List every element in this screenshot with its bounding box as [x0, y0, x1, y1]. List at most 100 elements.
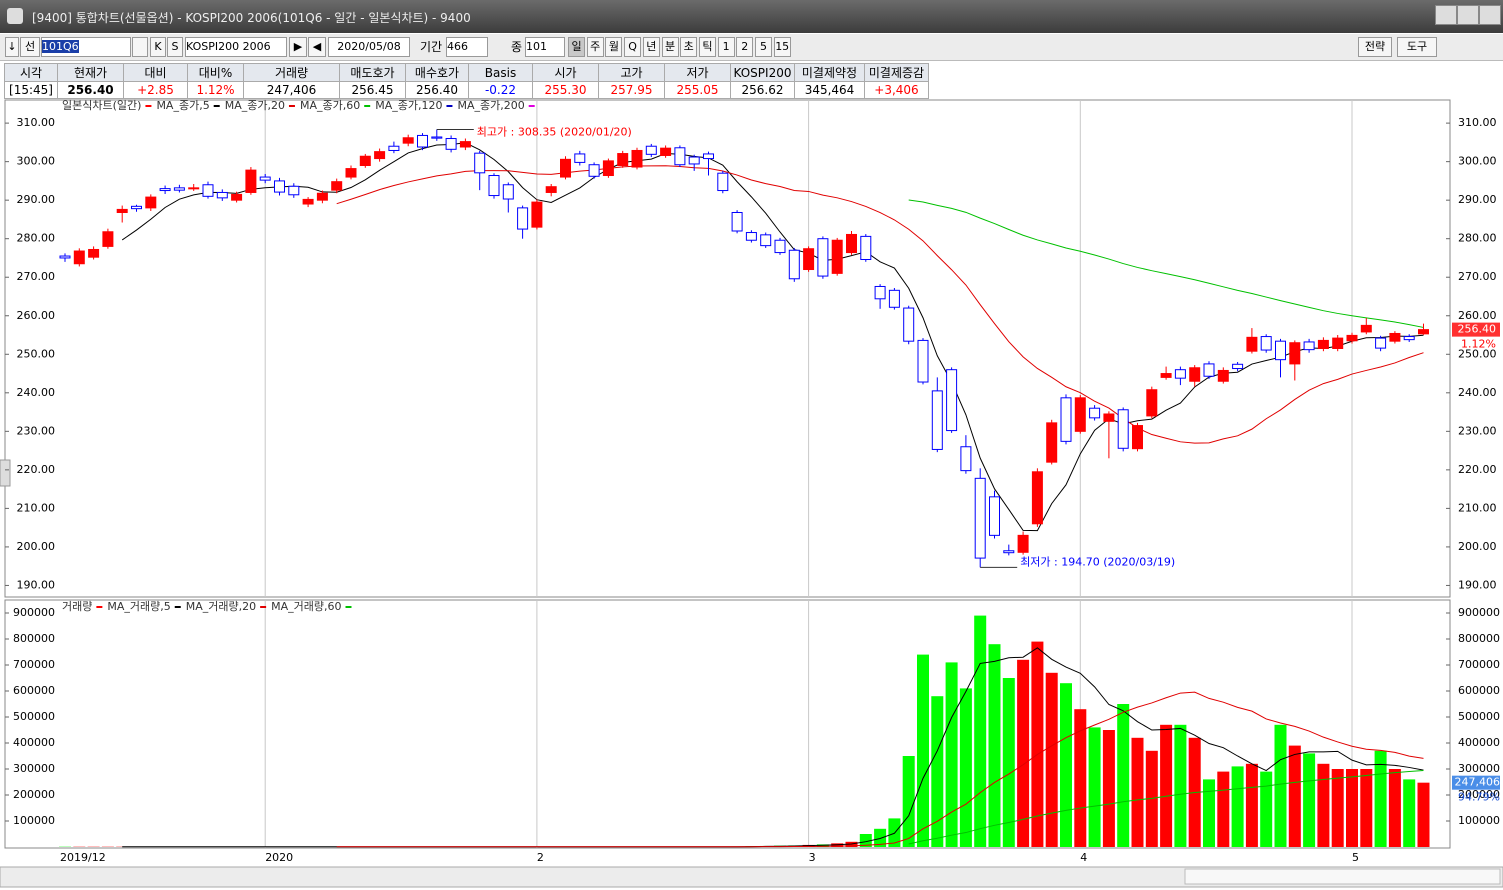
interval-button[interactable]: 년 [642, 37, 660, 57]
interval-button[interactable]: 2 [736, 37, 754, 57]
line-button[interactable]: 선 [20, 37, 40, 57]
candle-body [717, 172, 729, 192]
candle-body [688, 156, 700, 165]
minimize-button[interactable] [1435, 5, 1457, 25]
volume-bar [1017, 659, 1030, 847]
x-tick-label: 2019/12 [60, 851, 106, 864]
volume-bar [874, 828, 887, 847]
change-label: 1.12% [1461, 338, 1496, 351]
y-tick-label: 200000 [13, 788, 55, 801]
interval-button[interactable]: 초 [680, 37, 698, 57]
interval-button[interactable]: 분 [661, 37, 679, 57]
candle-body [931, 390, 943, 450]
date-input[interactable]: 2020/05/08 [328, 37, 410, 57]
strategy-button[interactable]: 전략 [1358, 37, 1392, 57]
volume-bar [1346, 769, 1358, 847]
s-button[interactable]: S [167, 37, 183, 57]
y-tick-label: 700000 [1458, 658, 1500, 671]
y-tick-label: 500000 [1458, 710, 1500, 723]
volume-bar [1145, 750, 1158, 847]
interval-button[interactable]: 일 [568, 37, 585, 57]
volume-bar [1217, 771, 1230, 847]
search-button[interactable] [132, 37, 148, 57]
interval-button[interactable]: 15 [773, 37, 791, 57]
interval-button[interactable]: 주 [586, 37, 604, 57]
volume-bar [974, 615, 987, 847]
tools-button[interactable]: 도구 [1397, 37, 1437, 57]
candle-body [1003, 550, 1015, 554]
interval-button[interactable]: 1 [717, 37, 735, 57]
next-button[interactable]: ▶ [289, 37, 307, 57]
volume-moving-average [336, 691, 1424, 848]
code-input[interactable]: 101Q6 [41, 37, 131, 57]
candle-body [202, 184, 214, 197]
y-tick-label: 200.00 [17, 540, 56, 553]
y-tick-label: 270.00 [17, 270, 56, 283]
prev-button[interactable]: ◀ [308, 37, 326, 57]
last-volume-label: 247,406 [1455, 776, 1501, 789]
close-button[interactable] [1479, 5, 1501, 25]
quote-value: [15:45] [4, 81, 58, 99]
candle-body [474, 152, 486, 174]
code-text: 101Q6 [42, 40, 79, 53]
interval-button[interactable]: 5 [755, 37, 772, 57]
x-tick-label: 2020 [265, 851, 293, 864]
candle-body [1074, 397, 1086, 432]
candle-body [631, 149, 643, 168]
interval-button[interactable]: 월 [605, 37, 623, 57]
candle-body [674, 147, 686, 166]
scrollbar [0, 866, 1503, 888]
candle-body [974, 477, 986, 559]
name-field[interactable]: KOSPI200 2006 [185, 37, 287, 57]
quote-value: 256.40 [405, 81, 469, 99]
price-moving-average [908, 199, 1424, 328]
quote-header: 매수호가 [405, 63, 469, 82]
candle-body [860, 235, 872, 261]
left-handle [0, 459, 11, 487]
volume-moving-average [908, 769, 1424, 845]
candle-body [73, 250, 85, 265]
last-volume-badge [1452, 775, 1500, 790]
candle-body [345, 168, 357, 178]
candle-body [459, 141, 471, 148]
candle-body [1346, 334, 1358, 342]
volume-bar [1374, 750, 1387, 847]
candle-body [188, 187, 200, 190]
candle-body [946, 369, 958, 432]
k-button[interactable]: K [150, 37, 166, 57]
interval-button[interactable]: 틱 [698, 37, 716, 57]
candle-body [803, 248, 815, 271]
y-tick-label: 300000 [1458, 762, 1500, 775]
candle-body [774, 239, 786, 254]
x-tick-label: 3 [809, 851, 816, 864]
volume-bar [1031, 641, 1044, 847]
legend-label: MA_거래량,60 [271, 600, 341, 613]
y-tick-label: 280.00 [1458, 232, 1497, 245]
volume-bar [1060, 683, 1072, 847]
y-tick-label: 300000 [13, 762, 55, 775]
candle-body [1160, 373, 1172, 378]
quote-header: 대비% [187, 63, 244, 82]
volume-bar [988, 644, 1001, 847]
candle-body [1117, 409, 1129, 449]
direction-button[interactable]: ↓ [5, 37, 19, 57]
candle-body [374, 151, 386, 160]
candle-body [1103, 413, 1115, 422]
period-input[interactable]: 466 [446, 37, 488, 57]
y-tick-label: 800000 [13, 632, 55, 645]
quote-header: 시각 [4, 63, 58, 82]
quote-value: 257.95 [598, 81, 665, 99]
candle-body [488, 175, 500, 197]
maximize-button[interactable] [1457, 5, 1479, 25]
interval-button[interactable]: Q [624, 37, 642, 57]
candle-body [874, 285, 886, 300]
volume-bar [859, 834, 872, 847]
candle-body [1189, 367, 1201, 382]
candle-body [1146, 389, 1158, 417]
volume-bar [1331, 769, 1344, 847]
candle-body [1060, 397, 1072, 442]
volume-bar [902, 756, 915, 847]
quote-value: 247,406 [243, 81, 340, 99]
title-bar: [9400] 통합차트(선물옵션) - KOSPI200 2006(101Q6 … [0, 0, 1503, 33]
count-input[interactable]: 101 [525, 37, 565, 57]
